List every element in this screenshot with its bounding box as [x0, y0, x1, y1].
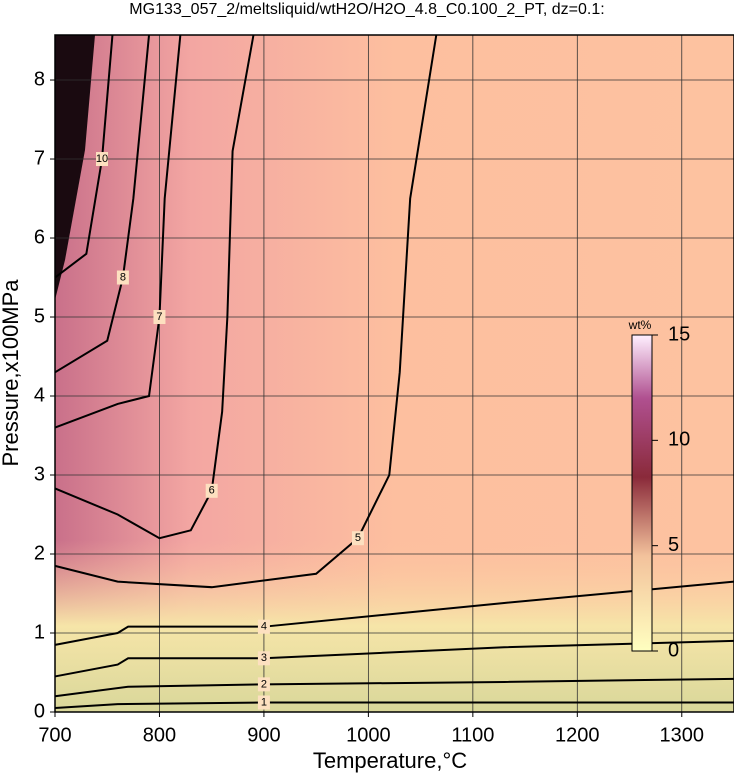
- y-tick-label: 0: [34, 700, 45, 722]
- chart-title: MG133_057_2/meltsliquid/wtH2O/H2O_4.8_C0…: [129, 1, 604, 18]
- y-tick-label: 1: [34, 621, 45, 643]
- plot-frame: [54, 34, 734, 713]
- contour-line: [54, 580, 734, 646]
- colorbar-tick-label: 5: [668, 534, 679, 556]
- contour-label: 8: [120, 271, 126, 283]
- colorbar-tick-label: 0: [668, 639, 679, 661]
- contour-label: 7: [156, 311, 162, 323]
- contour-label: 3: [261, 652, 267, 664]
- x-tick-label: 1000: [346, 724, 391, 746]
- contour-label-box: [116, 270, 129, 285]
- y-tick-label: 8: [34, 68, 45, 90]
- y-tick-label: 4: [34, 384, 45, 406]
- contour-label-box: [257, 619, 270, 634]
- contour-line: [54, 701, 734, 710]
- x-axis-label: Temperature,°C: [313, 748, 467, 773]
- colorbar: [631, 334, 653, 652]
- contour-label: 2: [261, 678, 267, 690]
- contour-label: 5: [355, 532, 361, 544]
- y-tick-label: 2: [34, 542, 45, 564]
- contour-label: 10: [96, 153, 108, 165]
- colorbar-title: wt%: [628, 318, 652, 332]
- contour-label-box: [153, 310, 166, 325]
- contour-line: [54, 639, 734, 678]
- contour-label-box: [257, 651, 270, 666]
- x-tick-label: 1200: [555, 724, 600, 746]
- y-tick-label: 3: [34, 463, 45, 485]
- y-axis-label: Pressure,x100MPa: [0, 279, 23, 467]
- x-tick-label: 1100: [451, 724, 494, 746]
- contour-label-box: [257, 695, 270, 710]
- contour-label: 4: [261, 621, 267, 633]
- contour-label-box: [205, 483, 218, 498]
- x-tick-label: 900: [247, 724, 280, 746]
- colorbar-tick-label: 15: [668, 323, 690, 345]
- colorbar-tick-label: 10: [668, 429, 690, 451]
- x-tick-label: 800: [143, 724, 176, 746]
- y-tick-label: 5: [34, 305, 45, 327]
- dense-contours: [55, 35, 95, 300]
- contour-label: 6: [209, 485, 215, 497]
- contour-line: [54, 34, 182, 429]
- contour-label-box: [257, 677, 270, 692]
- y-tick-label: 6: [34, 226, 45, 248]
- x-tick-label: 1300: [660, 724, 705, 746]
- contour-line: [54, 34, 114, 279]
- y-tick-label: 7: [34, 147, 45, 169]
- contour-label-box: [96, 152, 109, 167]
- x-tick-label: 700: [38, 724, 71, 746]
- contour-label: 1: [261, 696, 267, 708]
- contour-label-box: [351, 531, 364, 546]
